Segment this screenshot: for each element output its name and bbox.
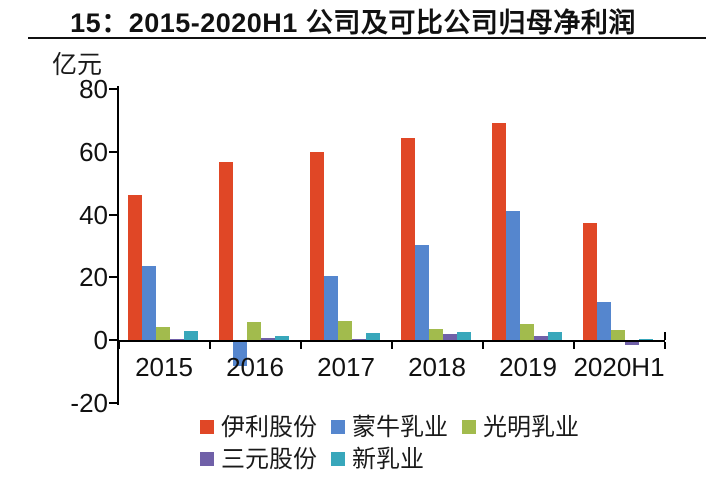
bar-伊利股份-2015 <box>128 195 142 340</box>
x-category-label: 2020H1 <box>573 352 665 382</box>
x-category-label: 2016 <box>226 352 284 382</box>
x-axis-line <box>117 340 665 342</box>
y-tick <box>109 339 117 341</box>
x-tick <box>209 342 211 349</box>
bar-蒙牛乳业-2016 <box>233 342 247 366</box>
y-tick-label: 40 <box>79 199 108 230</box>
bar-伊利股份-2019 <box>492 123 506 340</box>
bar-蒙牛乳业-2015 <box>142 266 156 340</box>
bar-伊利股份-2018 <box>401 138 415 340</box>
x-tick <box>482 342 484 349</box>
x-tick <box>391 342 393 349</box>
figure-title: 15：2015-2020H1 公司及可比公司归母净利润 <box>70 8 636 38</box>
y-tick <box>109 88 117 90</box>
legend-item-光明乳业: 光明乳业 <box>462 414 579 440</box>
legend-label: 新乳业 <box>352 445 424 473</box>
bar-新乳业-2016 <box>275 336 289 340</box>
bar-伊利股份-2020H1 <box>583 223 597 340</box>
bar-新乳业-2019 <box>548 332 562 340</box>
bar-蒙牛乳业-2018 <box>415 245 429 340</box>
legend-swatch-icon <box>200 420 214 434</box>
legend-item-蒙牛乳业: 蒙牛乳业 <box>331 414 448 440</box>
x-tick <box>300 342 302 349</box>
bar-新乳业-2015 <box>184 331 198 340</box>
legend-label: 伊利股份 <box>221 413 317 441</box>
x-tick <box>573 342 575 349</box>
bar-伊利股份-2017 <box>310 152 324 340</box>
bar-三元股份-2020H1 <box>625 342 639 345</box>
x-tick <box>664 342 666 349</box>
bar-光明乳业-2019 <box>520 324 534 340</box>
y-tick <box>109 150 117 153</box>
bar-光明乳业-2017 <box>338 321 352 340</box>
bar-蒙牛乳业-2017 <box>324 276 338 340</box>
bar-新乳业-2017 <box>366 333 380 340</box>
bar-三元股份-2017 <box>352 339 366 340</box>
legend-label: 三元股份 <box>221 445 317 473</box>
x-tick <box>118 342 120 349</box>
y-tick <box>109 276 117 279</box>
x-category-label: 2019 <box>499 352 557 382</box>
x-axis-end-tick <box>664 332 666 340</box>
bar-新乳业-2018 <box>457 332 471 340</box>
x-category-label: 2018 <box>408 352 466 382</box>
y-tick-label: 20 <box>79 262 108 293</box>
bar-光明乳业-2018 <box>429 329 443 340</box>
bar-三元股份-2018 <box>443 334 457 340</box>
y-tick-label: 60 <box>79 136 108 167</box>
bar-三元股份-2015 <box>170 339 184 340</box>
legend: 伊利股份 蒙牛乳业 光明乳业三元股份 新乳业 <box>200 414 600 472</box>
bar-新乳业-2020H1 <box>639 339 653 340</box>
y-tick-label: 80 <box>79 74 108 104</box>
bar-蒙牛乳业-2020H1 <box>597 302 611 340</box>
legend-item-伊利股份: 伊利股份 <box>200 414 317 440</box>
bar-光明乳业-2020H1 <box>611 330 625 340</box>
bar-三元股份-2019 <box>534 336 548 340</box>
y-tick <box>109 401 117 404</box>
x-category-label: 2015 <box>135 352 193 382</box>
legend-label: 光明乳业 <box>483 413 579 441</box>
x-category-label: 2017 <box>317 352 375 382</box>
y-tick <box>109 213 117 216</box>
bar-三元股份-2016 <box>261 338 275 340</box>
title-underline <box>28 37 706 39</box>
legend-item-三元股份: 三元股份 <box>200 446 317 472</box>
legend-item-新乳业: 新乳业 <box>331 446 424 472</box>
y-tick-label: -20 <box>70 387 108 418</box>
legend-swatch-icon <box>200 452 214 466</box>
bar-蒙牛乳业-2019 <box>506 211 520 340</box>
legend-label: 蒙牛乳业 <box>352 413 448 441</box>
legend-swatch-icon <box>331 420 345 434</box>
legend-swatch-icon <box>462 420 476 434</box>
y-tick-label: 0 <box>93 325 108 355</box>
bar-光明乳业-2015 <box>156 327 170 340</box>
y-axis-unit-label: 亿元 <box>52 50 103 79</box>
bar-伊利股份-2016 <box>219 162 233 340</box>
legend-swatch-icon <box>331 452 345 466</box>
y-axis-line <box>117 86 119 405</box>
bar-光明乳业-2016 <box>247 322 261 340</box>
